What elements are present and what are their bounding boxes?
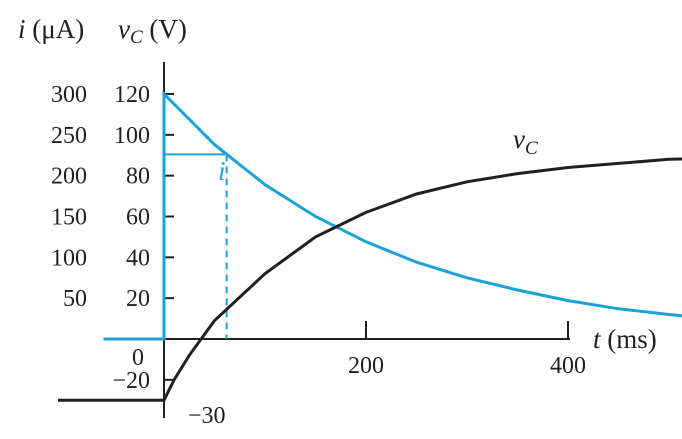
- min-v-label: −30: [188, 403, 226, 429]
- zero-label: 0: [132, 345, 144, 371]
- i-tick-label: 300: [51, 82, 87, 108]
- v-axis-ticks: −20 20 40 60 80 100 120: [112, 82, 174, 394]
- v-tick-label: 20: [126, 286, 150, 312]
- i-axis-ticks: 50 100 150 200 250 300: [51, 82, 87, 312]
- x-tick-label: 400: [550, 353, 586, 379]
- x-tick-label: 200: [348, 353, 384, 379]
- x-axis-ticks: 200400600800: [348, 321, 586, 379]
- v-tick-label: 100: [114, 123, 150, 149]
- i-tick-label: 250: [51, 123, 87, 149]
- i-tick-label: 150: [51, 205, 87, 231]
- series-vc-line: [58, 157, 682, 402]
- v-tick-label: 80: [126, 164, 150, 190]
- i-tick-label: 100: [51, 245, 87, 271]
- x-axis-label: t (ms): [593, 324, 657, 354]
- series-i-line: [103, 90, 682, 341]
- i-axis-header: i (μA): [18, 14, 84, 44]
- v-tick-label: 40: [126, 245, 150, 271]
- v-tick-label: −20: [112, 368, 150, 394]
- v-axis-header: vC (V): [118, 14, 187, 48]
- i-tick-label: 200: [51, 164, 87, 190]
- i-tick-label: 50: [63, 286, 87, 312]
- series-i-label: i: [218, 156, 226, 186]
- series-vc-label: vC: [513, 124, 538, 159]
- v-tick-label: 60: [126, 205, 150, 231]
- v-tick-label: 120: [114, 82, 150, 108]
